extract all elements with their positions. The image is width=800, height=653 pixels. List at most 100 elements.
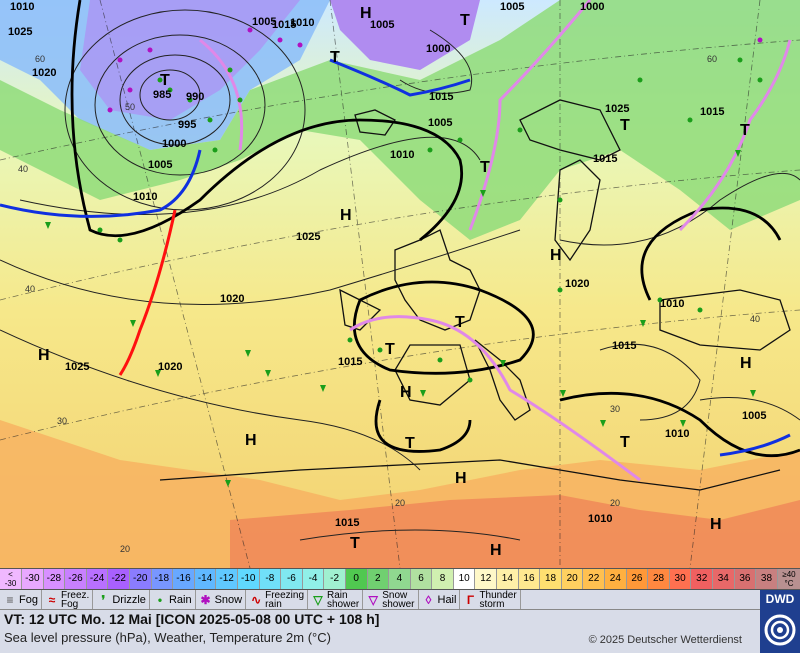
isobar-label-3: 990 [186,91,204,103]
scale-cell: -24 [86,569,109,589]
scale-cell: 0 [345,569,368,589]
hail-icon: ◊ [425,592,432,607]
rain-shower-icon: ▽ [313,592,323,607]
pressure-center-6: T [480,159,490,176]
isobar-label-17: 1010 [390,149,414,161]
pressure-center-15: H [740,355,752,372]
scale-cells: -30 -28 -26 -24 -22 -20 -18 -16 -14 -12 -10 -8 -6 -4-… [22,569,778,589]
isobar-labels: 1025 1020 985 990 995 1000 1005 1010 1015 1025 102… [8,1,766,529]
isobar-label-4: 995 [178,119,196,131]
hot-area [230,495,800,568]
scale-cell: 28 [648,569,670,589]
scale-cell: -18 [151,569,174,589]
temperature-label-7: 40 [750,314,760,324]
isobar-label-18: 1015 [593,153,617,165]
isobars [0,9,800,541]
isobar-label-1: 1020 [32,67,56,79]
isobar-label-2: 985 [153,89,171,101]
scale-cell: -4 [302,569,325,589]
weather-legend: ≡ Fog ≈ Freez. Fog ❜ Drizzle • Rain ✱ Snow ∿ Freezin… [0,590,760,610]
scale-cell: 6 [410,569,433,589]
isobar-label-15: 1015 [429,91,453,103]
pressure-center-19: T [350,535,360,552]
warm-front-atlantic [118,209,177,376]
occluded-front-3 [349,315,641,482]
isobar-label-16: 1005 [428,117,452,129]
greenland-cold-area [330,0,480,70]
pressure-center-4: H [340,207,352,224]
isobar-label-27: 1020 [158,361,182,373]
scale-cell: 4 [389,569,411,589]
isobar-label-31: 1000 [580,1,604,13]
cold-front-east [719,433,791,457]
dwd-logo: DWD [760,590,800,653]
scale-cell: 20 [561,569,584,589]
scale-first: < -30 [0,569,22,589]
scale-cell: 14 [497,569,519,589]
scale-cell: -12 [216,569,238,589]
drizzle-icon: ❜ [101,592,106,607]
scale-cell: 8 [432,569,454,589]
scale-cell: -16 [173,569,195,589]
scale-last: ≥40 °C [778,569,800,589]
map-subtitle: Sea level pressure (hPa), Weather, Tempe… [4,630,331,645]
scale-cell: -26 [65,569,87,589]
isobar-label-7: 1010 [133,191,157,203]
info-panel: VT: 12 UTC Mo. 12 Mai [ICON 2025-05-08 0… [0,610,760,653]
isobar-label-12: 1010 [290,17,314,29]
temperature-label-2: 40 [18,164,28,174]
cold-front-atlantic [0,149,202,218]
temperature-label-4: 20 [120,544,130,554]
scale-cell: 16 [518,569,541,589]
scale-cell: -22 [108,569,130,589]
legend-snow: ✱ Snow [196,590,247,609]
snow-icon: ✱ [200,592,211,607]
occluded-front-4 [678,39,792,232]
isobar-label-28: 1025 [65,361,89,373]
isobar-label-26: 1015 [335,517,359,529]
temperature-label-1: 50 [125,102,135,112]
scale-cell: 38 [756,569,778,589]
scale-cell: 26 [626,569,649,589]
pressure-centers: H T T T H H T T T H H H T H T H T T H T H [38,5,752,559]
cold-front-iceland [329,58,471,97]
scale-cell: 12 [475,569,498,589]
isobar-label-33: 1010 [10,1,34,13]
valid-time: VT: 12 UTC Mo. 12 Mai [ICON 2025-05-08 0… [4,611,380,627]
legend-rain: • Rain [150,590,196,609]
scale-cell: 34 [713,569,735,589]
occluded-front-1 [199,38,244,151]
pressure-center-14: T [405,435,415,452]
isobar-label-6: 1005 [148,159,172,171]
isobar-label-19: 1025 [605,103,629,115]
pressure-center-13: H [400,384,412,401]
isobar-label-22: 1010 [660,298,684,310]
rain-icon: • [157,592,163,607]
pressure-center-12: T [385,341,395,358]
snow-shower-icon: ▽ [368,592,378,607]
scale-cell: 30 [669,569,692,589]
legend-freezing-rain: ∿ Freezing rain [246,590,308,609]
thunderstorm-icon: Γ [466,592,475,607]
legend-rain-shower: ▽ Rain shower [308,590,364,609]
scale-cell: -2 [324,569,346,589]
pressure-center-0: H [360,5,372,22]
weather-map: H T T T H H T T T H H H T H T H T T H T H 1025 1020 985 990 995 1… [0,0,800,568]
scale-cell: -6 [281,569,303,589]
scale-cell: -10 [237,569,260,589]
fog-icon: ≡ [6,592,14,607]
scale-cell: 22 [583,569,606,589]
scale-cell: 32 [691,569,713,589]
temperature-label-3: 30 [57,416,67,426]
isobar-label-23: 1005 [742,410,766,422]
scale-cell: -28 [43,569,66,589]
pressure-center-8: T [740,122,750,139]
isobar-label-24: 1015 [700,106,724,118]
pressure-center-11: H [455,470,467,487]
isobar-label-32: 1005 [500,1,524,13]
pressure-center-2: T [330,49,340,66]
legend-drizzle: ❜ Drizzle [93,590,150,609]
isobar-label-0: 1025 [8,26,32,38]
occluded-front-2 [468,0,592,231]
scale-cell: 24 [605,569,627,589]
